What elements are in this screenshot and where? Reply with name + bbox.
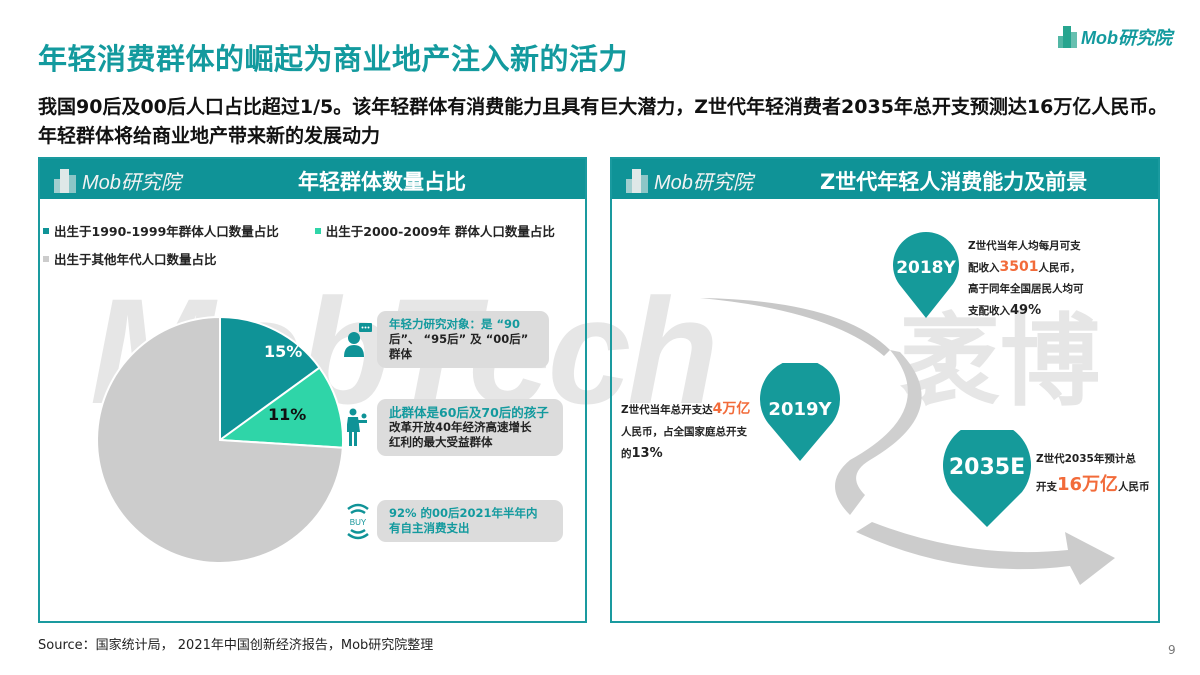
- legend-swatch: [43, 227, 49, 234]
- legend-label: 出生于其他年代人口数量占比: [54, 252, 217, 267]
- pie-slice-2000s: [217, 366, 345, 449]
- legend-swatch: [314, 227, 321, 234]
- buy-icon: BUY: [343, 501, 373, 541]
- panel-logo: Mob研究院: [54, 166, 181, 195]
- svg-text:BUY: BUY: [350, 518, 367, 527]
- page-number: 9: [1168, 643, 1176, 657]
- milestone-2019-desc: Z世代当年总开支达4万亿 人民币，占全国家庭总开支 的13%: [621, 398, 750, 465]
- building-icon: [54, 168, 78, 193]
- pin-label: 2018Y: [896, 258, 956, 278]
- pie-slice-1990s: [219, 315, 321, 442]
- pin-label: 2035E: [948, 455, 1026, 480]
- pie-label-15: 15%: [264, 342, 303, 361]
- desc-line: Z世代2035年预计总: [1036, 453, 1136, 465]
- desc-text: 配收入: [968, 262, 1000, 274]
- callout-consumption: BUY 92% 的00后2021年半年内 有自主消费支出: [343, 500, 563, 542]
- legend-label: 出生于1990-1999年群体人口数量占比: [54, 224, 279, 239]
- legend-item: 出生于其他年代人口数量占比: [43, 249, 217, 268]
- callout-parents: 此群体是60后及70后的孩子 改革开放40年经济高速增长 红利的最大受益群体: [343, 399, 563, 456]
- callout-line: 红利的最大受益群体: [389, 435, 493, 449]
- watermark-cn-text: 袤博: [900, 303, 1100, 420]
- panel-logo-text: Mob研究院: [82, 172, 181, 194]
- left-panel-header: Mob研究院 年轻群体数量占比: [40, 159, 585, 199]
- highlight-value: 3501: [999, 259, 1039, 275]
- callout-line: 此群体是60后及70后的孩子: [389, 405, 549, 420]
- left-panel: Mob研究院 年轻群体数量占比 出生于1990-1999年群体人口数量占比 出生…: [38, 157, 587, 623]
- highlight-value: 49%: [1010, 303, 1042, 318]
- building-icon: [1058, 26, 1078, 48]
- milestone-2035-desc: Z世代2035年预计总 开支16万亿人民币: [1036, 446, 1150, 500]
- pin-2035: [943, 430, 1031, 527]
- pie-chart: [96, 315, 345, 564]
- page-title: 年轻消费群体的崛起为商业地产注入新的活力: [38, 42, 629, 76]
- desc-line: Z世代当年人均每月可支: [968, 240, 1081, 252]
- desc-text: 人民币: [1118, 481, 1150, 493]
- left-panel-title: 年轻群体数量占比: [298, 170, 466, 194]
- page-subtitle: 我国90后及00后人口占比超过1/5。该年轻群体有消费能力且具有巨大潜力，Z世代…: [38, 96, 1168, 147]
- building-icon: [626, 168, 650, 193]
- legend-item: 出生于2000-2009年 群体人口数量占比: [314, 221, 555, 240]
- chart-legend: 出生于1990-1999年群体人口数量占比 出生于2000-2009年 群体人口…: [43, 221, 555, 277]
- right-panel-title: Z世代年轻人消费能力及前景: [820, 170, 1088, 194]
- right-panel-header: Mob研究院 Z世代年轻人消费能力及前景: [612, 159, 1158, 199]
- callout-line: 年轻力研究对象：是 “90: [389, 317, 521, 331]
- desc-text: Z世代当年总开支达: [621, 404, 713, 416]
- person-chat-icon: [343, 322, 373, 357]
- desc-text: 人民币，: [1038, 262, 1081, 274]
- panel-logo-text: Mob研究院: [654, 172, 753, 194]
- milestone-2018-desc: Z世代当年人均每月可支 配收入3501人民币， 高于同年全国居民人均可 支配收入…: [968, 236, 1084, 322]
- legend-item: 出生于1990-1999年群体人口数量占比: [43, 221, 279, 240]
- legend-swatch: [43, 255, 49, 262]
- timeline-arrow: [700, 298, 1115, 585]
- pin-2018: [893, 232, 959, 318]
- legend-label: 出生于2000-2009年 群体人口数量占比: [325, 224, 555, 239]
- brand-logo: Mob研究院: [1058, 24, 1172, 50]
- desc-text: 开支: [1036, 481, 1057, 493]
- panel-logo: Mob研究院: [626, 166, 753, 195]
- callout-line: 92% 的00后2021年半年内: [389, 506, 538, 520]
- desc-line: 人民币，占全国家庭总开支: [621, 426, 747, 438]
- callout-line: 改革开放40年经济高速增长: [389, 420, 532, 434]
- pin-2019: [760, 363, 840, 461]
- source-note: Source：国家统计局， 2021年中国创新经济报告，Mob研究院整理: [38, 638, 434, 653]
- pin-label: 2019Y: [768, 399, 832, 420]
- brand-name: Mob研究院: [1081, 28, 1172, 48]
- callout-research-target: 年轻力研究对象：是 “90 后”、 “95后” 及 “00后” 群体: [343, 311, 549, 368]
- desc-text: 支配收入: [968, 305, 1010, 317]
- desc-text: 的: [621, 448, 632, 460]
- right-panel: Mob研究院 Z世代年轻人消费能力及前景: [610, 157, 1160, 623]
- pie-slice-other: [96, 315, 344, 564]
- desc-line: 高于同年全国居民人均可: [968, 283, 1084, 295]
- family-icon: [343, 408, 373, 448]
- highlight-value: 4万亿: [712, 401, 751, 417]
- pie-label-11: 11%: [268, 405, 307, 424]
- callout-line: 后”、 “95后” 及 “00后” 群体: [389, 332, 529, 361]
- highlight-value: 16万亿: [1057, 474, 1119, 495]
- highlight-value: 13%: [631, 446, 663, 461]
- callout-line: 有自主消费支出: [389, 521, 470, 535]
